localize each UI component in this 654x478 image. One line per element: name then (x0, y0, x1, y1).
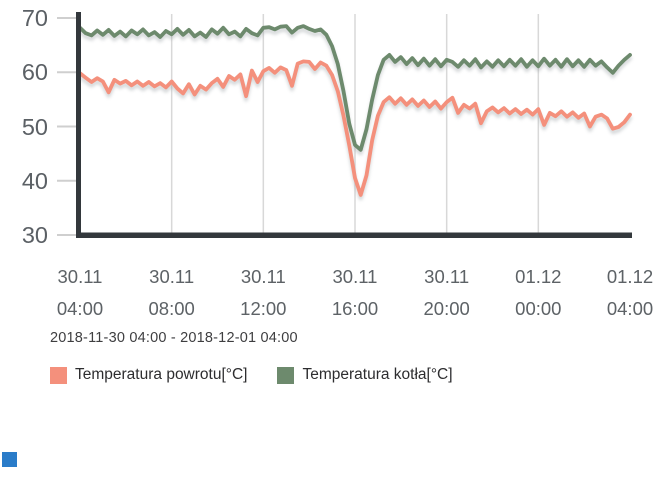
x-axis-line (76, 232, 632, 238)
corner-blue-square[interactable] (2, 452, 17, 467)
plot-area (57, 12, 632, 238)
y-tick-label: 30 (21, 222, 48, 248)
y-tick-label: 50 (21, 113, 48, 140)
legend-item-kotla[interactable]: Temperatura kotła[°C] (277, 366, 453, 384)
x-tick-label: 30.11 16:00 (331, 266, 379, 319)
x-tick-label: 30.11 04:00 (56, 266, 104, 319)
x-tick-label: 30.11 08:00 (148, 266, 195, 319)
y-tick-label: 70 (21, 5, 48, 31)
legend-swatch-kotla (277, 366, 295, 384)
legend-label-kotla: Temperatura kotła[°C] (302, 366, 453, 383)
y-tick-label: 40 (21, 167, 48, 194)
legend-label-powrotu: Temperatura powrotu[°C] (75, 366, 248, 383)
series-line-powrotu[interactable] (78, 59, 632, 197)
y-tick-label: 60 (21, 59, 48, 86)
x-tick-label: 30.11 12:00 (240, 266, 287, 319)
x-tick-label: 01.12 04:00 (606, 266, 654, 319)
x-tick-label: 30.11 20:00 (423, 266, 470, 319)
time-range-label: 2018-11-30 04:00 - 2018-12-01 04:00 (50, 330, 298, 346)
legend-item-powrotu[interactable]: Temperatura powrotu[°C] (50, 366, 247, 384)
series-shadow (78, 27, 632, 156)
series-line-kotla[interactable] (78, 24, 632, 152)
x-tick-label: 01.12 00:00 (515, 266, 562, 319)
legend-swatch-powrotu (50, 366, 67, 384)
y-axis-line (76, 12, 81, 238)
legend: Temperatura powrotu[°C] Temperatura kotł… (50, 366, 453, 384)
